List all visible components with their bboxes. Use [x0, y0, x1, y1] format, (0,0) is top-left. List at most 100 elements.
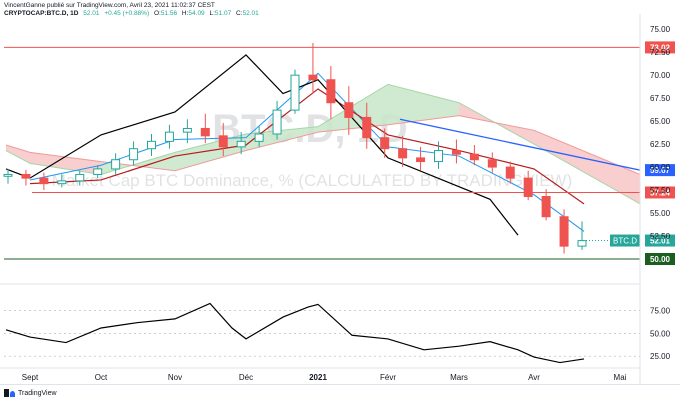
candle-body — [308, 74, 318, 81]
cloud-segment — [175, 133, 246, 171]
candle-body — [469, 153, 479, 161]
cloud-segment — [534, 130, 640, 204]
price-tick-label: 70.00 — [650, 71, 671, 80]
change-value: +0.45 (+0.88%) — [104, 10, 150, 17]
price-axis[interactable]: 75.00 72.50 70.00 67.50 65.00 62.50 60.00 57.50… — [639, 14, 671, 384]
level-tag — [645, 186, 675, 199]
candle-body — [344, 102, 354, 118]
level-tag-label: 73.02 — [650, 43, 671, 52]
osc-tick-label: 25.00 — [650, 352, 671, 361]
oscillator-pane: 75.00 50.00 25.00 — [0, 283, 671, 364]
candle-body — [559, 216, 569, 247]
high-value: 54.09 — [188, 10, 205, 17]
time-tick-label: Avr — [528, 373, 540, 382]
candle-body — [451, 150, 461, 155]
candle-body — [164, 131, 174, 142]
candle-body — [182, 127, 192, 133]
last-price-symbol-tag — [610, 234, 640, 247]
footer-bar: TradingView — [0, 384, 680, 402]
level-tag — [645, 41, 675, 54]
last-price-tag — [645, 234, 675, 247]
chikou-span-line — [5, 54, 519, 236]
tenkan-sen-line — [29, 72, 585, 232]
kijun-sen-line — [29, 88, 585, 205]
candle-body — [39, 177, 49, 185]
candle-body — [254, 133, 264, 142]
cloud-segment — [6, 145, 30, 164]
candle-body — [272, 109, 282, 135]
time-tick-label: Déc — [239, 373, 253, 382]
osc-tick-label: 50.00 — [650, 329, 671, 338]
legend-line: CRYPTOCAP:BTC.D, 1D 52.01 +0.45 (+0.88%)… — [4, 10, 262, 18]
publisher-text: VincentGanne publié sur TradingView.com,… — [4, 2, 215, 9]
last-price-symbol-label: BTC.D — [613, 237, 637, 246]
tradingview-logo[interactable]: TradingView — [4, 389, 57, 397]
candle-body — [416, 157, 426, 163]
candle-body — [93, 168, 103, 175]
candle-body — [505, 166, 515, 179]
last-price-tag-label: 52.01 — [650, 237, 671, 246]
price-tick-label: 67.50 — [650, 94, 671, 103]
osc-tick-label: 75.00 — [650, 307, 671, 316]
candle-body — [523, 177, 533, 198]
tradingview-brand: TradingView — [18, 389, 57, 397]
candle-body — [111, 159, 121, 170]
price-tick-label: 65.00 — [650, 117, 671, 126]
low-label: L: — [209, 10, 215, 17]
trendline-tag — [645, 164, 675, 177]
level-tag-label: 57.24 — [650, 188, 671, 197]
price-tick-label: 57.50 — [650, 186, 671, 195]
price-tick-label: 60.00 — [650, 163, 671, 172]
price-tick-label: 72.50 — [650, 48, 671, 57]
candle-body — [290, 74, 300, 111]
candles — [3, 42, 587, 254]
candle-body — [236, 140, 246, 148]
watermark-description: Market Cap BTC Dominance, % (CALCULATED … — [52, 171, 573, 190]
oscillator-line — [5, 302, 585, 364]
time-tick-label: Mars — [450, 373, 468, 382]
cloud-segment — [388, 84, 459, 125]
candle-body — [21, 173, 31, 179]
candle-body — [577, 240, 587, 247]
level-tag-label: 50.00 — [650, 255, 671, 264]
candle-body — [75, 173, 85, 182]
candle-body — [200, 127, 210, 137]
time-tick-label: Sept — [22, 373, 39, 382]
close-value: 52.01 — [242, 10, 259, 17]
open-value: 51.56 — [160, 10, 178, 17]
candle-body — [398, 148, 408, 159]
candle-body — [218, 135, 228, 148]
low-value: 51.07 — [214, 10, 232, 17]
close-label: C: — [236, 10, 243, 17]
time-axis[interactable]: Sept Oct Nov Déc 2021 Févr Mars Avr Mai — [0, 367, 640, 382]
candle-body — [129, 148, 139, 161]
symbol-label: CRYPTOCAP:BTC.D, 1D — [4, 10, 79, 17]
candle-body — [147, 140, 156, 150]
candle-body — [487, 159, 497, 168]
candle-body — [541, 196, 551, 218]
open-label: O: — [153, 10, 161, 17]
trendline-tag-label: 59.67 — [650, 166, 671, 175]
time-tick-label: Mai — [614, 373, 627, 382]
time-tick-label: Févr — [380, 373, 396, 382]
current-value: 52.01 — [83, 10, 100, 17]
tradingview-icon — [4, 389, 15, 397]
candle-body — [434, 150, 443, 163]
candle-body — [362, 116, 372, 139]
price-tick-label: 75.00 — [650, 25, 671, 34]
indicator-lines — [5, 54, 585, 236]
price-levels[interactable]: 73.02 57.24 50.00 59.67 BTC.D 52.01 — [4, 41, 675, 266]
candle-body — [57, 180, 67, 185]
high-label: H: — [181, 10, 189, 17]
price-tick-label: 55.00 — [650, 209, 671, 218]
level-tag — [645, 253, 675, 266]
time-tick-label: Oct — [95, 373, 108, 382]
time-tick-label: 2021 — [309, 373, 327, 382]
trendline — [399, 118, 641, 171]
price-tick-label: 62.50 — [650, 140, 671, 149]
price-tick-label: 52.50 — [650, 232, 671, 241]
publisher-line: VincentGanne publié sur TradingView.com,… — [4, 2, 215, 10]
candle-body — [3, 173, 13, 177]
